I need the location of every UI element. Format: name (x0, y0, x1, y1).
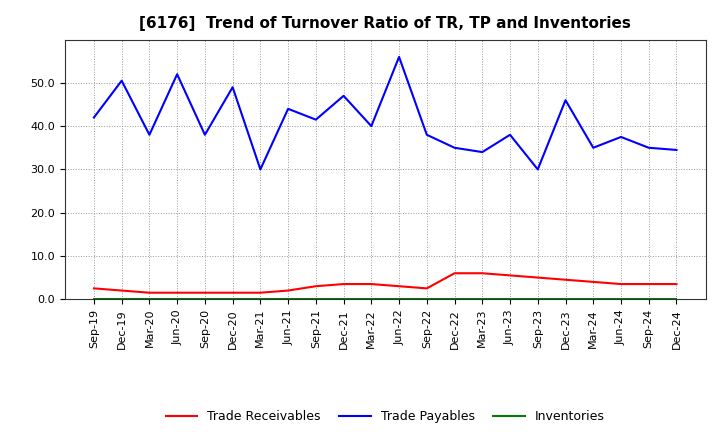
Inventories (534, 297, 542, 302)
Trade Receivables (505, 273, 514, 278)
Inventories (672, 297, 681, 302)
Trade Receivables (561, 277, 570, 282)
Trade Payables (616, 134, 625, 139)
Trade Payables (672, 147, 681, 153)
Inventories (201, 297, 210, 302)
Inventories (423, 297, 431, 302)
Trade Payables (589, 145, 598, 150)
Trade Payables (89, 115, 98, 120)
Trade Receivables (423, 286, 431, 291)
Trade Receivables (367, 282, 376, 287)
Title: [6176]  Trend of Turnover Ratio of TR, TP and Inventories: [6176] Trend of Turnover Ratio of TR, TP… (139, 16, 631, 32)
Trade Payables (117, 78, 126, 83)
Trade Receivables (256, 290, 265, 295)
Inventories (145, 297, 154, 302)
Inventories (450, 297, 459, 302)
Inventories (478, 297, 487, 302)
Trade Payables (228, 84, 237, 90)
Trade Payables (423, 132, 431, 137)
Line: Trade Payables: Trade Payables (94, 57, 677, 169)
Inventories (173, 297, 181, 302)
Trade Receivables (339, 282, 348, 287)
Trade Receivables (644, 282, 653, 287)
Trade Receivables (117, 288, 126, 293)
Trade Payables (534, 167, 542, 172)
Legend: Trade Receivables, Trade Payables, Inventories: Trade Receivables, Trade Payables, Inven… (161, 405, 610, 428)
Trade Payables (395, 54, 403, 59)
Inventories (505, 297, 514, 302)
Line: Trade Receivables: Trade Receivables (94, 273, 677, 293)
Trade Payables (367, 124, 376, 129)
Trade Receivables (312, 284, 320, 289)
Trade Receivables (534, 275, 542, 280)
Trade Receivables (145, 290, 154, 295)
Inventories (339, 297, 348, 302)
Inventories (561, 297, 570, 302)
Trade Receivables (589, 279, 598, 285)
Trade Receivables (173, 290, 181, 295)
Trade Payables (505, 132, 514, 137)
Inventories (284, 297, 292, 302)
Inventories (367, 297, 376, 302)
Inventories (256, 297, 265, 302)
Trade Receivables (450, 271, 459, 276)
Trade Payables (145, 132, 154, 137)
Trade Payables (561, 98, 570, 103)
Inventories (228, 297, 237, 302)
Inventories (117, 297, 126, 302)
Inventories (395, 297, 403, 302)
Trade Payables (201, 132, 210, 137)
Trade Payables (450, 145, 459, 150)
Trade Payables (312, 117, 320, 122)
Trade Receivables (201, 290, 210, 295)
Trade Payables (284, 106, 292, 111)
Inventories (89, 297, 98, 302)
Trade Receivables (228, 290, 237, 295)
Inventories (312, 297, 320, 302)
Trade Receivables (89, 286, 98, 291)
Trade Payables (173, 72, 181, 77)
Inventories (589, 297, 598, 302)
Trade Receivables (478, 271, 487, 276)
Trade Receivables (284, 288, 292, 293)
Trade Receivables (616, 282, 625, 287)
Trade Payables (478, 150, 487, 155)
Trade Payables (644, 145, 653, 150)
Inventories (644, 297, 653, 302)
Inventories (616, 297, 625, 302)
Trade Payables (339, 93, 348, 99)
Trade Receivables (672, 282, 681, 287)
Trade Receivables (395, 284, 403, 289)
Trade Payables (256, 167, 265, 172)
